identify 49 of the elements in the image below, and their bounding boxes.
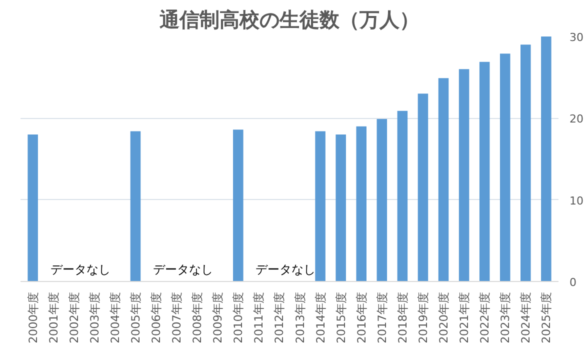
x-tick-label: 2015年度 xyxy=(334,292,348,344)
x-tick-label: 2011年度 xyxy=(252,292,266,344)
x-tick-label: 2005年度 xyxy=(128,292,142,344)
x-tick-label: 2023年度 xyxy=(498,292,512,344)
chart-title: 通信制高校の生徒数（万人） xyxy=(158,8,420,32)
y-tick-label: 20 xyxy=(570,112,584,126)
x-tick-label: 2025年度 xyxy=(539,292,554,344)
x-tick-label: 2022年度 xyxy=(478,292,492,344)
bar xyxy=(233,130,244,282)
y-tick-label: 0 xyxy=(570,276,576,289)
x-tick-label: 2024年度 xyxy=(518,292,533,344)
y-tick-label: 10 xyxy=(570,194,584,208)
x-tick-label: 2019年度 xyxy=(416,292,430,344)
x-tick-label: 2017年度 xyxy=(374,292,389,344)
x-tick-label: 2004年度 xyxy=(108,292,122,344)
bar xyxy=(541,36,552,282)
bar xyxy=(315,131,326,282)
annotation: データなし xyxy=(152,262,213,277)
x-tick-label: 2008年度 xyxy=(190,292,204,344)
bar xyxy=(500,54,510,282)
x-tick-label: 2001年度 xyxy=(46,292,60,344)
x-tick-label: 2016年度 xyxy=(354,292,368,344)
bar xyxy=(130,131,141,282)
bar xyxy=(520,44,531,282)
x-tick-label: 2003年度 xyxy=(87,292,102,344)
x-tick-label: 2018年度 xyxy=(395,292,410,344)
y-tick-label: 30 xyxy=(570,31,584,44)
bar xyxy=(418,94,428,282)
bar xyxy=(28,134,38,282)
bar xyxy=(336,134,346,282)
x-tick-label: 2009年度 xyxy=(210,292,225,344)
x-tick-label: 2014年度 xyxy=(313,292,328,344)
bar xyxy=(356,126,367,282)
x-tick-label: 2000年度 xyxy=(26,292,40,344)
bar xyxy=(376,118,388,282)
x-tick-label: 2002年度 xyxy=(66,292,81,344)
annotation: データなし xyxy=(256,262,316,277)
bar xyxy=(438,78,449,282)
bar xyxy=(397,110,408,282)
x-tick-label: 2012年度 xyxy=(272,292,286,344)
x-tick-label: 2010年度 xyxy=(231,292,246,344)
x-tick-label: 2020年度 xyxy=(436,292,451,344)
annotation: データなし xyxy=(50,262,110,277)
x-tick-label: 2013年度 xyxy=(292,292,307,344)
x-tick-label: 2021年度 xyxy=(457,292,472,344)
bar xyxy=(458,69,470,282)
x-tick-label: 2007年度 xyxy=(170,292,184,344)
x-tick-label: 2006年度 xyxy=(149,292,164,344)
bar xyxy=(479,62,490,282)
